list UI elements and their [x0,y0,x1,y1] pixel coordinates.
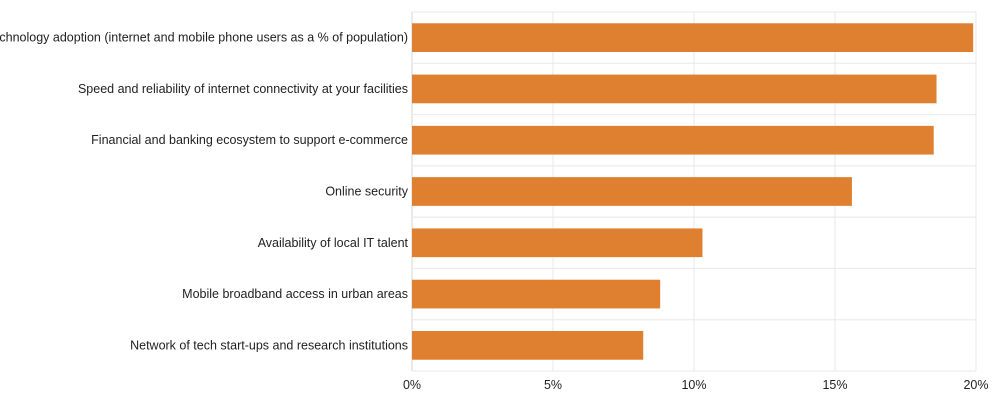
category-label-2: Speed and reliability of internet connec… [78,82,408,96]
x-tick-label-20: 20% [963,378,988,392]
x-tick-label-0: 0% [403,378,421,392]
category-label-5: Availability of local IT talent [258,236,409,250]
category-label-4: Online security [325,185,408,199]
category-label-3: Financial and banking ecosystem to suppo… [91,133,408,147]
bar-3[interactable] [412,125,934,155]
bar-2[interactable] [412,74,937,104]
category-label-6: Mobile broadband access in urban areas [182,287,408,301]
x-tick-label-15: 15% [822,378,847,392]
category-label-7: Network of tech start-ups and research i… [130,338,408,352]
x-tick-label-10: 10% [681,378,706,392]
bars [412,23,974,360]
bar-7[interactable] [412,330,644,360]
gridlines [411,11,977,372]
category-labels: Technology adoption (internet and mobile… [0,31,409,353]
category-label-1: Technology adoption (internet and mobile… [0,31,408,45]
x-axis-ticks: 0% 5% 10% 15% 20% [403,378,989,392]
bar-6[interactable] [412,279,661,309]
bar-1[interactable] [412,23,974,53]
bar-4[interactable] [412,177,852,206]
bar-5[interactable] [412,228,703,258]
x-tick-label-5: 5% [544,378,562,392]
